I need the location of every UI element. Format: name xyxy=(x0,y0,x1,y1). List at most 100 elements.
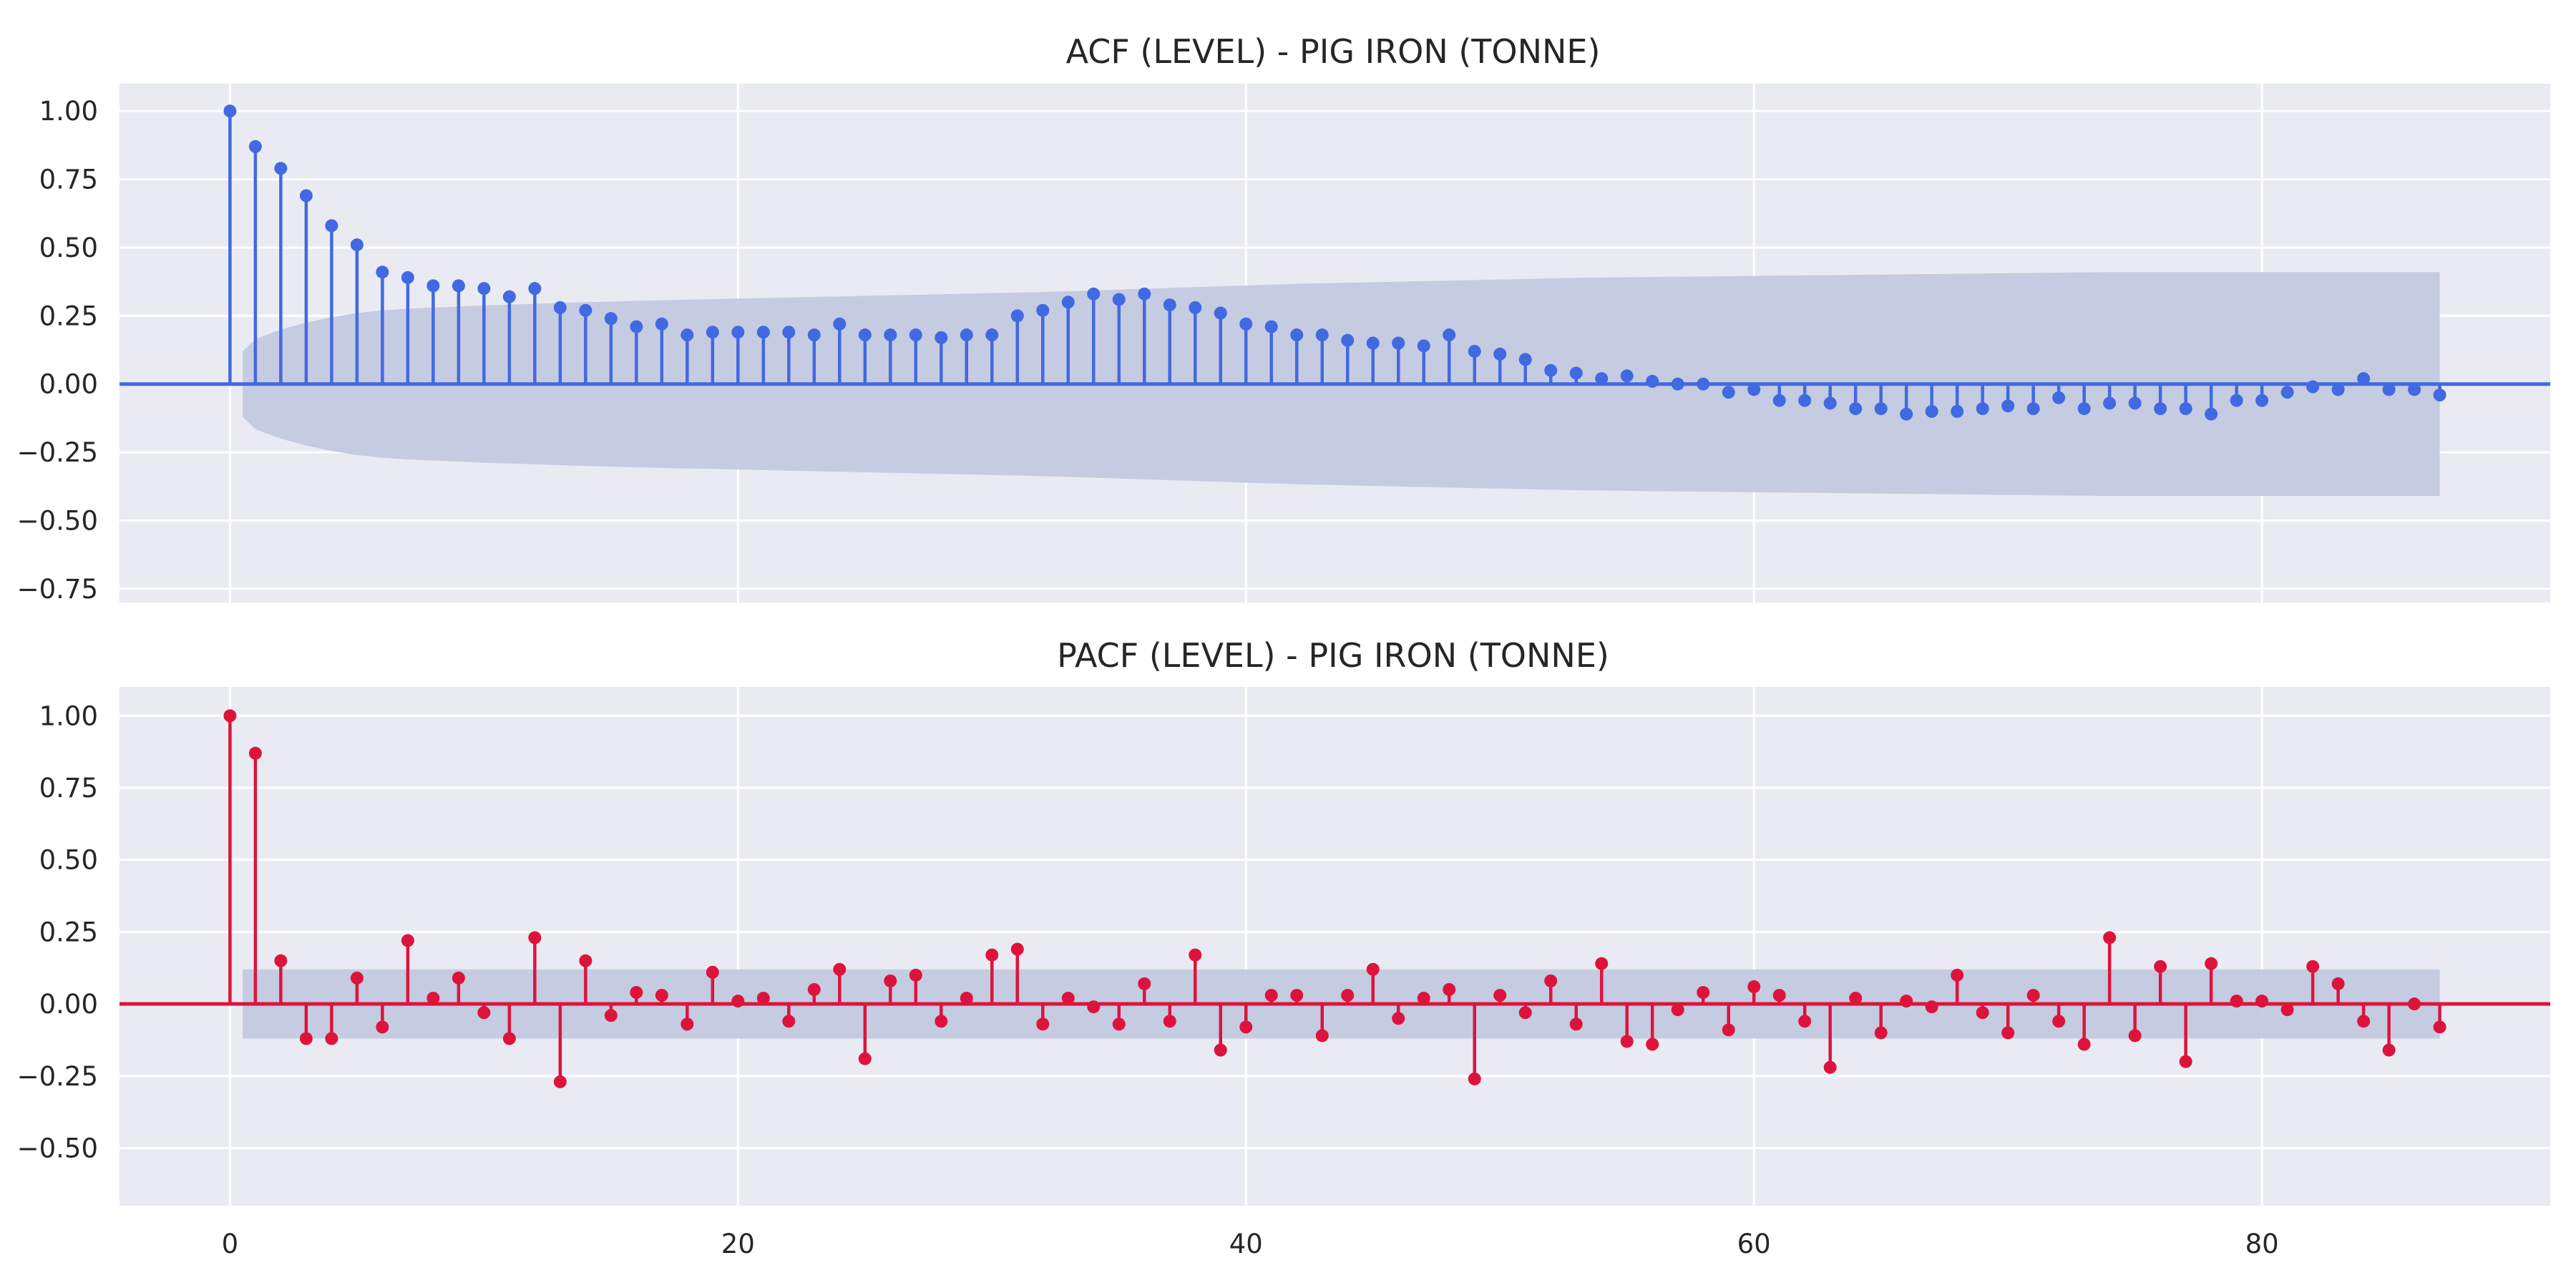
pacf-marker-lag-12 xyxy=(528,931,542,945)
acf-marker-lag-76 xyxy=(2154,402,2167,416)
pacf-marker-lag-53 xyxy=(1569,1018,1583,1031)
pacf-marker-lag-15 xyxy=(604,1009,618,1023)
pacf-marker-lag-3 xyxy=(299,1032,313,1045)
pacf-chart: −0.50 −0.25 0.00 0.25 0.50 0.75 1.00 0 20 40 60 80 P… xyxy=(17,636,2550,1259)
acf-marker-lag-47 xyxy=(1417,339,1430,353)
acf-marker-lag-19 xyxy=(706,326,719,339)
pacf-marker-lag-2 xyxy=(274,954,288,967)
pacf-marker-lag-69 xyxy=(1976,1006,1989,1020)
pacf-marker-lag-13 xyxy=(553,1075,567,1088)
acf-marker-lag-42 xyxy=(1290,328,1304,342)
acf-marker-lag-69 xyxy=(1976,402,1989,416)
pacf-marker-lag-71 xyxy=(2026,988,2040,1002)
acf-marker-lag-83 xyxy=(2331,383,2345,396)
acf-marker-lag-45 xyxy=(1366,336,1380,350)
acf-marker-lag-57 xyxy=(1671,377,1684,391)
acf-marker-lag-59 xyxy=(1722,386,1735,399)
pacf-marker-lag-81 xyxy=(2280,1003,2294,1017)
pacf-marker-lag-74 xyxy=(2103,931,2117,945)
pacf-marker-lag-26 xyxy=(884,974,897,987)
pacf-marker-lag-35 xyxy=(1112,1018,1126,1031)
acf-marker-lag-65 xyxy=(1874,402,1888,416)
pacf-marker-lag-60 xyxy=(1747,980,1761,993)
pacf-marker-lag-36 xyxy=(1138,977,1151,990)
pacf-marker-lag-6 xyxy=(376,1020,389,1034)
acf-marker-lag-82 xyxy=(2306,380,2320,394)
acf-marker-lag-67 xyxy=(1925,404,1938,418)
pacf-marker-lag-39 xyxy=(1214,1043,1227,1057)
pacf-marker-lag-24 xyxy=(833,962,847,976)
acf-marker-lag-73 xyxy=(2077,402,2091,416)
acf-marker-lag-52 xyxy=(1544,364,1558,377)
pacf-marker-lag-19 xyxy=(706,965,719,979)
pacf-marker-lag-57 xyxy=(1671,1003,1684,1017)
pacf-marker-lag-67 xyxy=(1925,1000,1938,1014)
acf-marker-lag-77 xyxy=(2179,402,2192,416)
acf-marker-lag-1 xyxy=(248,140,262,153)
pacf-marker-lag-43 xyxy=(1315,1029,1329,1043)
acf-marker-lag-54 xyxy=(1595,372,1609,386)
acf-marker-lag-41 xyxy=(1264,320,1278,333)
pacf-marker-lag-27 xyxy=(909,968,922,982)
pacf-marker-lag-58 xyxy=(1697,985,1710,999)
acf-marker-lag-25 xyxy=(858,328,872,342)
pacf-marker-lag-77 xyxy=(2179,1055,2192,1068)
acf-marker-lag-2 xyxy=(274,162,288,175)
acf-marker-lag-0 xyxy=(223,104,237,118)
acf-marker-lag-38 xyxy=(1189,301,1202,314)
pacf-marker-lag-78 xyxy=(2205,957,2218,970)
pacf-marker-lag-52 xyxy=(1544,974,1558,987)
acf-marker-lag-5 xyxy=(350,238,364,252)
acf-marker-lag-60 xyxy=(1747,383,1761,396)
acf-marker-lag-12 xyxy=(528,282,542,296)
acf-marker-lag-56 xyxy=(1646,374,1659,388)
pacf-x-tick-label: 80 xyxy=(2245,1229,2279,1259)
acf-marker-lag-29 xyxy=(960,328,973,342)
pacf-marker-lag-66 xyxy=(1900,995,1913,1008)
pacf-marker-lag-31 xyxy=(1010,942,1024,956)
pacf-marker-lag-62 xyxy=(1798,1015,1812,1028)
acf-marker-lag-63 xyxy=(1823,396,1837,410)
pacf-marker-lag-84 xyxy=(2357,1015,2371,1028)
acf-marker-lag-34 xyxy=(1087,287,1101,301)
pacf-marker-lag-61 xyxy=(1772,988,1786,1002)
pacf-marker-lag-83 xyxy=(2331,977,2345,990)
pacf-marker-lag-28 xyxy=(935,1015,948,1028)
pacf-marker-lag-7 xyxy=(401,934,414,947)
acf-marker-lag-28 xyxy=(935,331,948,344)
acf-marker-lag-26 xyxy=(884,328,897,342)
acf-marker-lag-14 xyxy=(579,303,592,317)
pacf-marker-lag-75 xyxy=(2128,1029,2142,1043)
pacf-marker-lag-34 xyxy=(1087,1000,1101,1014)
acf-y-tick-label: −0.75 xyxy=(17,574,98,605)
pacf-marker-lag-47 xyxy=(1417,992,1430,1005)
acf-marker-lag-79 xyxy=(2230,394,2243,407)
pacf-plot-background xyxy=(119,687,2550,1206)
pacf-marker-lag-1 xyxy=(248,746,262,760)
pacf-marker-lag-44 xyxy=(1341,988,1355,1002)
pacf-marker-lag-30 xyxy=(985,948,999,962)
pacf-marker-lag-49 xyxy=(1468,1072,1481,1085)
pacf-marker-lag-33 xyxy=(1061,992,1075,1005)
pacf-marker-lag-85 xyxy=(2382,1043,2396,1057)
acf-y-tick-label: 0.50 xyxy=(39,233,98,263)
pacf-marker-lag-54 xyxy=(1595,957,1609,970)
pacf-marker-lag-8 xyxy=(426,992,440,1005)
acf-marker-lag-20 xyxy=(731,326,745,339)
pacf-marker-lag-21 xyxy=(756,992,770,1005)
acf-y-tick-label: 0.25 xyxy=(39,301,98,331)
pacf-marker-lag-23 xyxy=(807,982,821,996)
pacf-markers xyxy=(223,709,2446,1088)
pacf-marker-lag-48 xyxy=(1443,982,1456,996)
acf-y-tick-label: 0.75 xyxy=(39,165,98,195)
acf-marker-lag-18 xyxy=(680,328,694,342)
acf-marker-lag-81 xyxy=(2280,386,2294,399)
acf-marker-lag-24 xyxy=(833,317,847,331)
acf-marker-lag-6 xyxy=(376,265,389,279)
pacf-marker-lag-73 xyxy=(2077,1038,2091,1051)
pacf-marker-lag-45 xyxy=(1366,962,1380,976)
pacf-marker-lag-59 xyxy=(1722,1023,1735,1037)
acf-marker-lag-40 xyxy=(1239,317,1253,331)
pacf-marker-lag-64 xyxy=(1849,992,1863,1005)
pacf-marker-lag-82 xyxy=(2306,960,2320,973)
